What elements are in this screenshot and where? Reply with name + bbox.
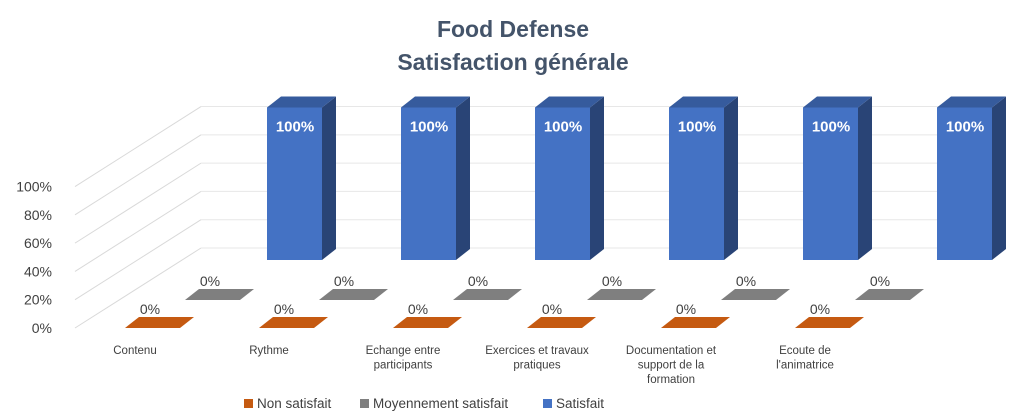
data-labels: 100% 100% 100% 100% 100% 100% 0% 0% 0% 0% 0% 0% 0% 0%… (140, 118, 984, 317)
category-label: Exercices et travaux (485, 345, 589, 357)
bar-moyennement-satisfait-3 (587, 289, 656, 300)
data-label: 100% (544, 118, 582, 135)
data-label: 0% (468, 273, 488, 289)
data-label: 0% (676, 301, 696, 317)
legend-swatch (360, 399, 369, 408)
legend-item: Non satisfait (244, 396, 332, 411)
bar-non-satisfait-5 (795, 317, 864, 328)
legend-label: Satisfait (556, 396, 604, 411)
data-label: 100% (946, 118, 984, 135)
category-label: participants (374, 360, 433, 372)
bar-satisfait-0 (267, 96, 336, 260)
category-label: Contenu (113, 345, 156, 357)
y-tick-label: 0% (32, 320, 52, 336)
legend-label: Non satisfait (257, 396, 332, 411)
bar-moyennement-satisfait-2 (453, 289, 522, 300)
data-label: 0% (274, 301, 294, 317)
data-label: 100% (276, 118, 314, 135)
data-label: 0% (200, 273, 220, 289)
gridline-0 (74, 247, 202, 329)
bar-non-satisfait-4 (661, 317, 730, 328)
data-label: 0% (542, 301, 562, 317)
y-tick-label: 60% (24, 235, 52, 251)
chart-title-line-2: Satisfaction générale (397, 49, 628, 75)
data-label: 0% (408, 301, 428, 317)
bar-non-satisfait-0 (125, 317, 194, 328)
bar-moyennement-satisfait-0 (185, 289, 254, 300)
data-label: 100% (812, 118, 850, 135)
data-label: 100% (678, 118, 716, 135)
legend-label: Moyennement satisfait (373, 396, 508, 411)
category-label: support de la (638, 360, 705, 372)
data-label: 0% (870, 273, 890, 289)
y-axis-ticks: 0% 20% 40% 60% 80% 100% (16, 179, 52, 336)
bar-satisfait-3 (669, 96, 738, 260)
category-label: Documentation et (626, 345, 717, 357)
legend-item: Satisfait (543, 396, 604, 411)
y-tick-label: 20% (24, 292, 52, 308)
bar-satisfait-4 (803, 96, 872, 260)
gridline-5 (74, 106, 202, 187)
category-labels: Contenu Rythme Echange entre participants Ex… (113, 345, 834, 386)
bar-satisfait-2 (535, 96, 604, 260)
bar-non-satisfait-2 (393, 317, 462, 328)
legend-item: Moyennement satisfait (360, 396, 508, 411)
data-label: 0% (140, 301, 160, 317)
gridline-1 (74, 219, 202, 301)
category-label: pratiques (513, 360, 561, 372)
category-label: Echange entre (366, 345, 441, 357)
data-label: 0% (602, 273, 622, 289)
category-label: Ecoute de (779, 345, 831, 357)
gridline-3 (74, 162, 202, 244)
y-tick-label: 80% (24, 207, 52, 223)
bars (125, 96, 1006, 328)
bar-non-satisfait-1 (259, 317, 328, 328)
data-label: 100% (410, 118, 448, 135)
bar-moyennement-satisfait-4 (721, 289, 790, 300)
chart-title: Food Defense Satisfaction générale (397, 16, 628, 75)
gridline-2 (74, 191, 202, 272)
legend: Non satisfait Moyennement satisfait Satisf… (244, 396, 604, 411)
category-label: l'animatrice (776, 360, 834, 372)
chart-title-line-1: Food Defense (437, 16, 589, 42)
bar-moyennement-satisfait-5 (855, 289, 924, 300)
data-label: 0% (810, 301, 830, 317)
y-tick-label: 40% (24, 263, 52, 279)
bar-non-satisfait-3 (527, 317, 596, 328)
legend-swatch (543, 399, 552, 408)
bar-moyennement-satisfait-1 (319, 289, 388, 300)
bar-satisfait-1 (401, 96, 470, 260)
data-label: 0% (736, 273, 756, 289)
data-label: 0% (334, 273, 354, 289)
category-label: Rythme (249, 345, 289, 357)
bar-satisfait-5 (937, 96, 1006, 260)
category-label: formation (647, 374, 695, 386)
y-tick-label: 100% (16, 179, 52, 195)
legend-swatch (244, 399, 253, 408)
gridline-4 (74, 134, 202, 216)
